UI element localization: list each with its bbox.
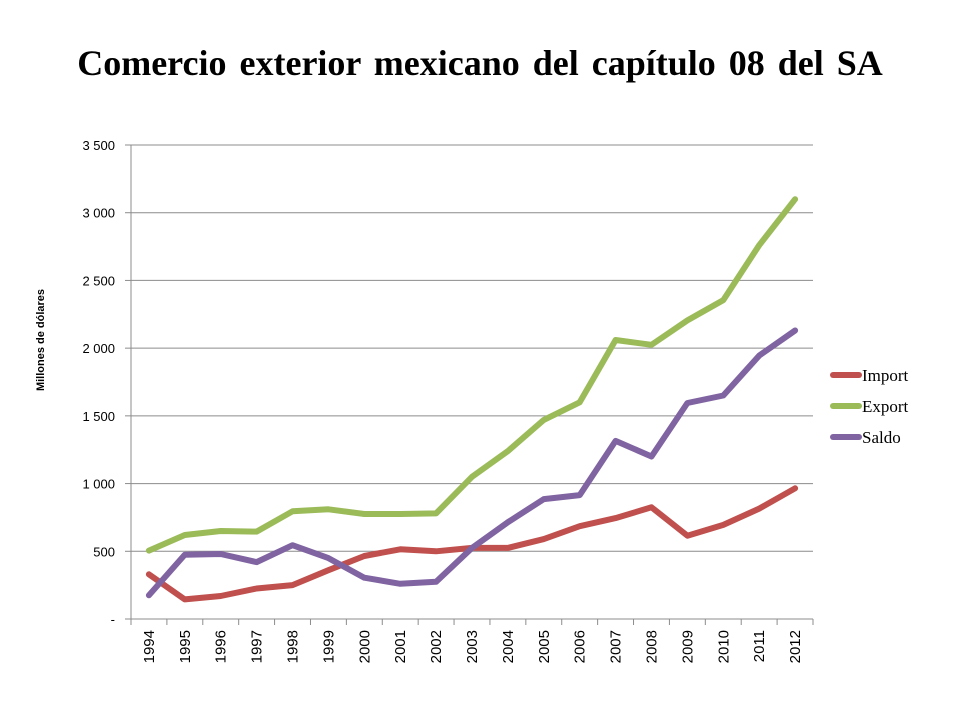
y-tick-labels: - 500 1 000 1 500 2 000 2 500 3 000 3 500 xyxy=(82,138,115,627)
x-tick-label: 2009 xyxy=(679,630,696,663)
y-tick-label: 2 500 xyxy=(82,273,115,288)
series-line-import xyxy=(145,485,799,603)
series-line-saldo xyxy=(145,327,799,599)
x-tick-label: 2010 xyxy=(715,630,732,663)
legend-label-export: Export xyxy=(862,397,909,416)
y-tick-label: - xyxy=(111,612,115,627)
y-tick-label: 1 000 xyxy=(82,477,115,492)
chart-title: Comercio exterior mexicano del capítulo … xyxy=(77,43,883,83)
x-tick-label: 2006 xyxy=(572,630,589,663)
x-tick-label: 1998 xyxy=(285,630,302,663)
y-tick-label: 2 000 xyxy=(82,341,115,356)
x-tick-label: 2000 xyxy=(356,630,373,663)
legend-label-saldo: Saldo xyxy=(862,428,901,447)
series-lines xyxy=(145,196,799,603)
y-axis-title: Millones de dólares xyxy=(35,289,47,391)
x-tick-label: 2007 xyxy=(608,630,625,663)
x-tick-label: 2005 xyxy=(536,630,553,663)
x-tick-label: 1994 xyxy=(141,630,158,663)
series-line-export xyxy=(145,196,799,554)
y-tick-label: 3 500 xyxy=(82,138,115,153)
x-tick-label: 1999 xyxy=(320,630,337,663)
y-tick-label: 500 xyxy=(93,544,115,559)
axes xyxy=(125,144,814,625)
legend-label-import: Import xyxy=(862,366,909,385)
x-tick-label: 1996 xyxy=(213,630,230,663)
x-tick-label: 2011 xyxy=(751,630,768,662)
y-tick-label: 1 500 xyxy=(82,409,115,424)
x-tick-labels: 1994 1995 1996 1997 1998 1999 2000 2001 2002 2003… xyxy=(141,630,804,663)
x-tick-label: 2001 xyxy=(392,630,409,663)
y-tick-label: 3 000 xyxy=(82,206,115,221)
gridlines xyxy=(131,144,813,552)
x-tick-label: 2012 xyxy=(787,630,804,663)
x-tick-label: 2004 xyxy=(500,630,517,663)
legend: Import Export Saldo xyxy=(830,366,909,447)
x-tick-label: 2008 xyxy=(643,630,660,663)
x-tick-label: 1995 xyxy=(177,630,194,663)
x-tick-label: 2002 xyxy=(428,630,445,663)
x-tick-label: 2003 xyxy=(464,630,481,663)
x-tick-label: 1997 xyxy=(249,630,266,663)
